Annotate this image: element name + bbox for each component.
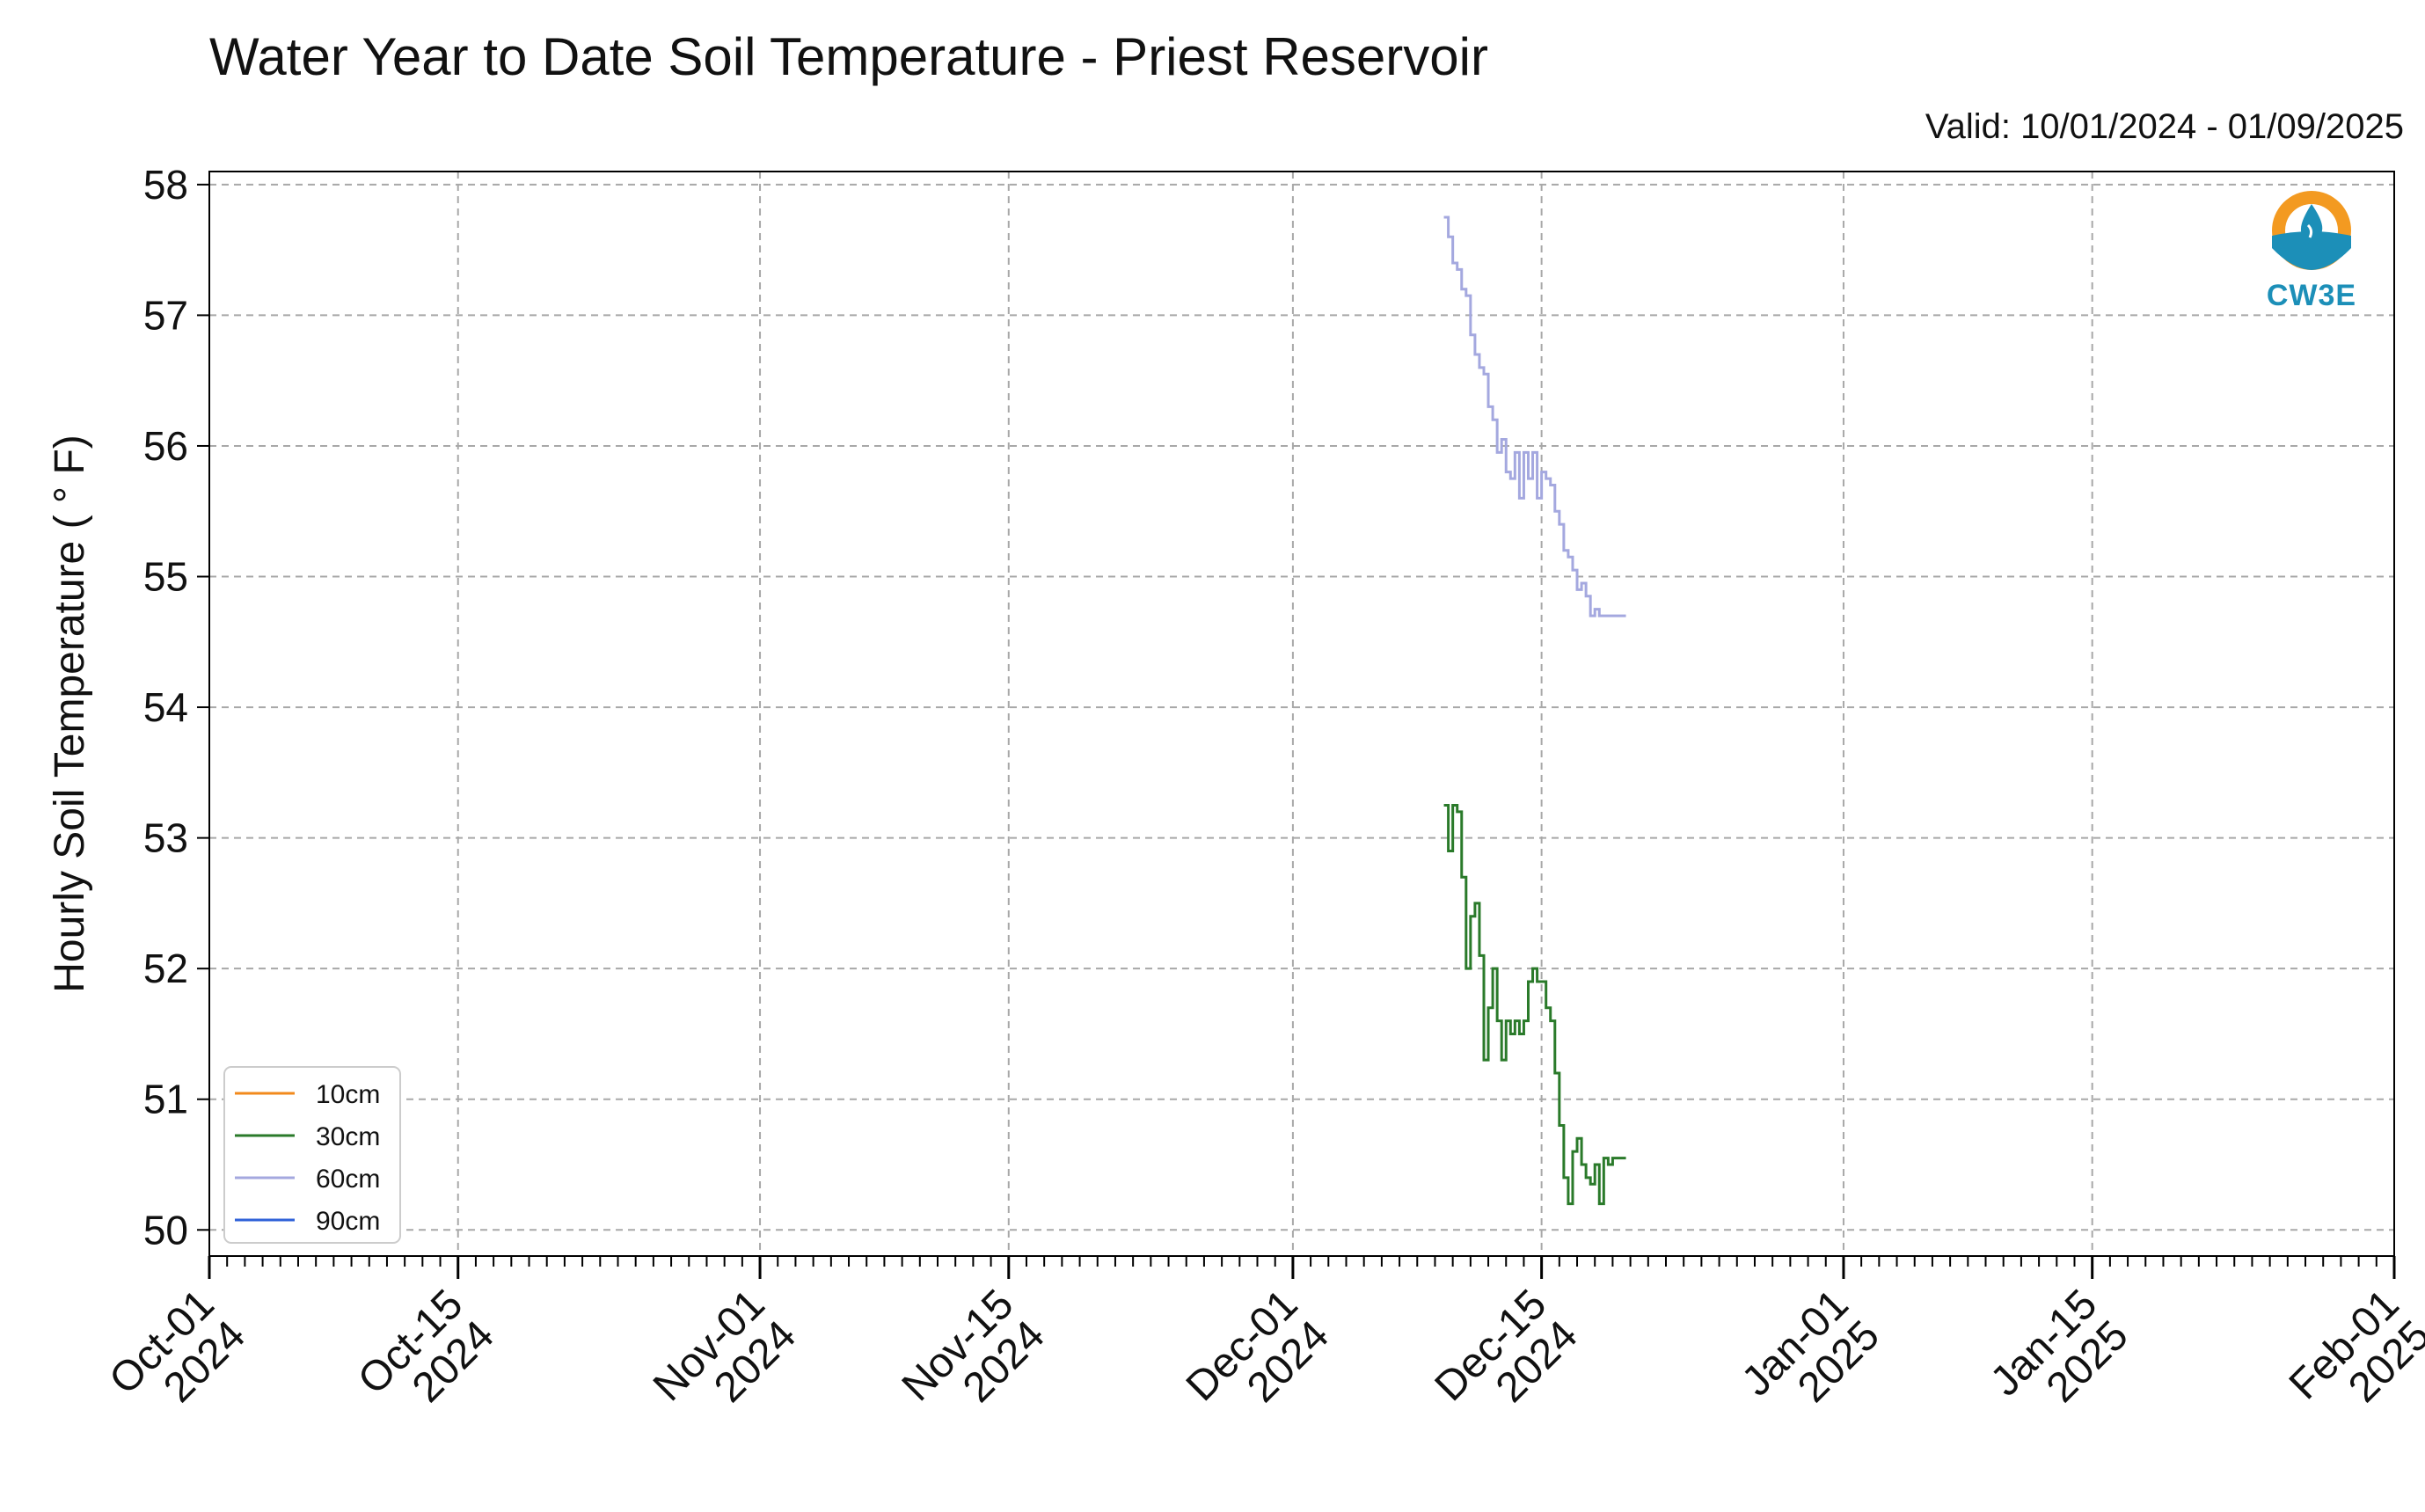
legend-label: 30cm	[316, 1122, 380, 1151]
y-tick-label: 57	[143, 292, 188, 338]
x-axis: Oct-012024 Oct-152024 Nov-012024 Nov-152024…	[100, 1256, 2425, 1441]
y-axis-label: Hourly Soil Temperature ( ° F)	[47, 435, 93, 993]
x-tick-label: Feb-012025	[2281, 1281, 2425, 1439]
series-line-30cm	[1443, 803, 1626, 1206]
y-tick-label: 54	[143, 684, 188, 730]
x-tick-label: Jan-012025	[1733, 1281, 1888, 1436]
y-tick-label: 58	[143, 162, 188, 208]
x-tick-label: Nov-152024	[894, 1281, 1054, 1441]
series-layer	[1443, 215, 1626, 1206]
x-tick-label: Dec-152024	[1427, 1281, 1587, 1441]
legend-label: 10cm	[316, 1080, 380, 1109]
logo-drop-highlight-icon	[2306, 223, 2313, 238]
cw3e-logo	[2272, 191, 2351, 270]
y-tick-label: 55	[143, 554, 188, 600]
y-tick-label: 51	[143, 1077, 188, 1122]
legend-label: 90cm	[316, 1207, 380, 1236]
x-tick-label: Oct-012024	[100, 1281, 254, 1435]
y-tick-label: 53	[143, 815, 188, 861]
y-tick-label: 52	[143, 946, 188, 991]
y-axis: 50 51 52 53 54 55 56 57 58	[143, 162, 209, 1253]
logo-text: CW3E	[2266, 279, 2357, 312]
valid-range: Valid: 10/01/2024 - 01/09/2025	[1925, 107, 2404, 146]
plot-area	[208, 171, 2395, 1257]
series-line-60cm	[1443, 215, 1626, 617]
x-tick-label: Dec-012024	[1178, 1281, 1338, 1441]
y-tick-label: 56	[143, 423, 188, 469]
logo-drop-icon	[2300, 204, 2323, 244]
legend: 10cm 30cm 60cm 90cm	[223, 1066, 401, 1244]
x-tick-label: Oct-152024	[349, 1281, 503, 1435]
legend-box	[223, 1066, 401, 1244]
y-tick-label: 50	[143, 1207, 188, 1253]
chart-title: Water Year to Date Soil Temperature - Pr…	[209, 27, 1488, 86]
grid	[208, 172, 2395, 1256]
x-tick-label: Jan-152025	[1982, 1281, 2137, 1436]
legend-label: 60cm	[316, 1165, 380, 1194]
x-tick-label: Nov-012024	[645, 1281, 805, 1441]
logo-waves-icon	[2272, 231, 2351, 270]
